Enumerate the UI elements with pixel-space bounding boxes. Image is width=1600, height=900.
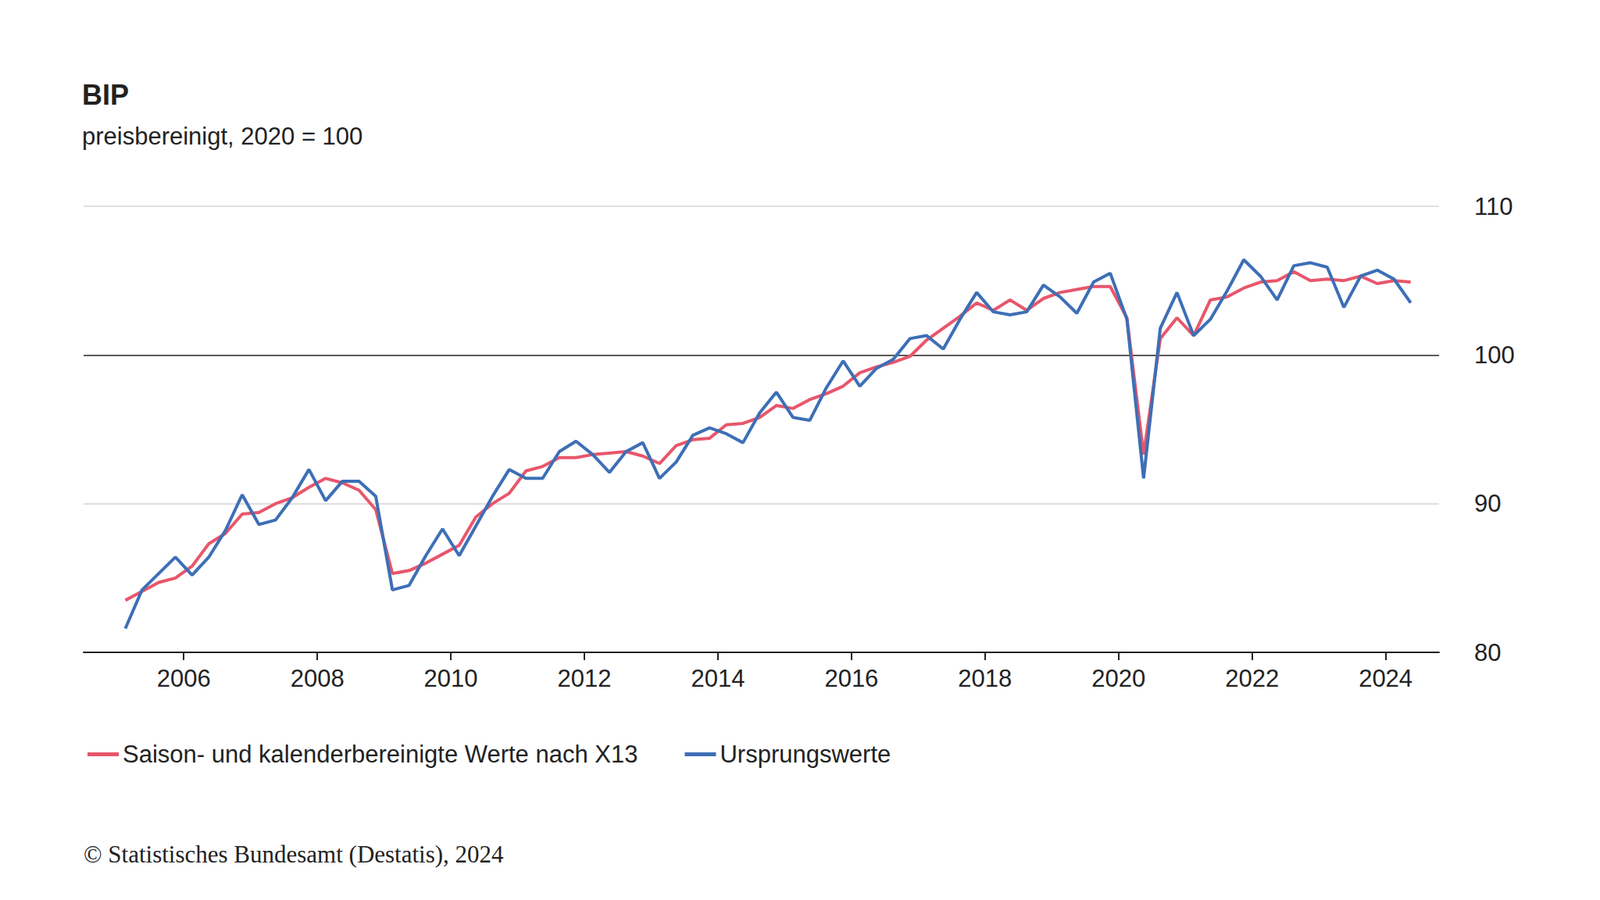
svg-text:2012: 2012	[557, 664, 612, 693]
svg-text:preisbereinigt, 2020 = 100: preisbereinigt, 2020 = 100	[82, 122, 363, 150]
svg-text:2008: 2008	[290, 664, 345, 693]
svg-text:100: 100	[1474, 341, 1515, 369]
svg-text:Ursprungswerte: Ursprungswerte	[719, 740, 891, 768]
svg-text:2010: 2010	[424, 664, 479, 693]
svg-text:2024: 2024	[1358, 664, 1413, 693]
svg-text:2014: 2014	[690, 664, 745, 693]
svg-text:110: 110	[1474, 192, 1513, 221]
svg-text:2022: 2022	[1225, 664, 1279, 693]
svg-text:80: 80	[1474, 639, 1501, 667]
svg-text:Saison- und kalenderbereinigte: Saison- und kalenderbereinigte Werte nac…	[122, 740, 638, 768]
svg-text:2020: 2020	[1091, 664, 1146, 693]
svg-text:2016: 2016	[824, 664, 879, 693]
svg-text:2006: 2006	[157, 664, 211, 693]
svg-text:© Statistisches Bundesamt (Des: © Statistisches Bundesamt (Destatis), 20…	[83, 840, 504, 868]
svg-text:2018: 2018	[957, 664, 1012, 693]
svg-text:90: 90	[1474, 489, 1501, 518]
svg-text:BIP: BIP	[82, 78, 129, 111]
